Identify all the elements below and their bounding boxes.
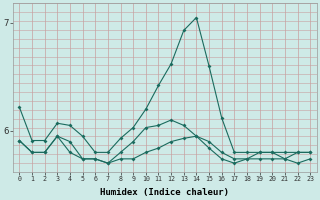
X-axis label: Humidex (Indice chaleur): Humidex (Indice chaleur) [100,188,229,197]
